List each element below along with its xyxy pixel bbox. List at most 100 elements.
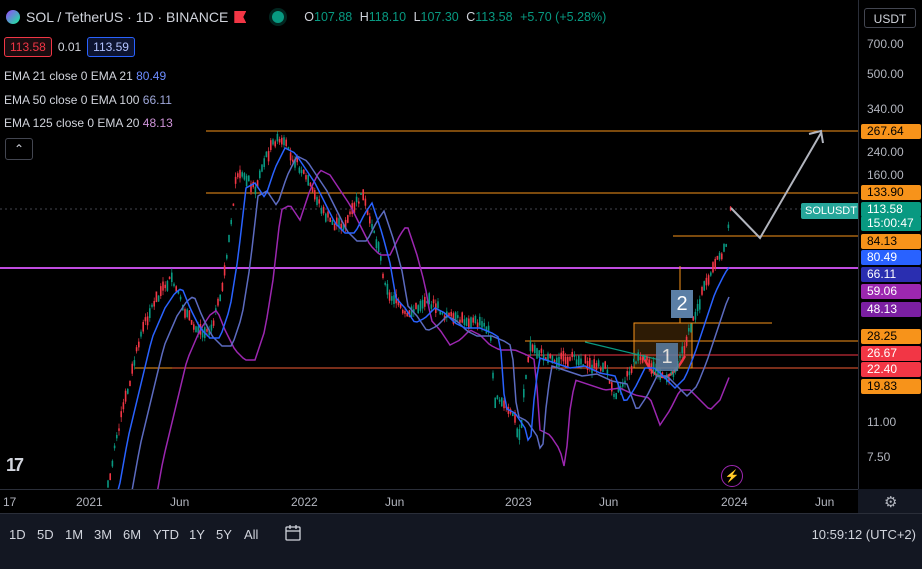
candle-body <box>243 173 246 180</box>
candle-body <box>463 319 466 325</box>
candle-body <box>602 362 604 372</box>
candle-body <box>492 372 494 379</box>
candle-body <box>371 223 373 229</box>
annotation-1[interactable]: 1 <box>656 343 678 371</box>
candle-body <box>278 139 281 143</box>
price-label: 340.00 <box>867 102 904 116</box>
candle-body <box>265 151 268 158</box>
indicator-ema21[interactable]: EMA 21 close 0 EMA 21 80.49 <box>4 69 167 83</box>
price-label: 7.50 <box>867 450 891 464</box>
projection-arrowhead <box>808 129 824 144</box>
candle-body <box>644 354 646 360</box>
bid-button[interactable]: 113.58 <box>4 37 52 57</box>
candle-body <box>575 359 578 365</box>
time-label: 2023 <box>505 495 532 509</box>
flag-icon[interactable] <box>234 11 247 23</box>
price-tag: 80.49 <box>861 250 921 265</box>
timeframe-5y[interactable]: 5Y <box>216 527 232 542</box>
candle-body <box>472 317 474 323</box>
spread-value: 0.01 <box>57 40 82 54</box>
candle-body <box>468 318 470 329</box>
candle-body <box>259 170 261 179</box>
candle-body <box>483 322 485 327</box>
candle-body <box>490 336 492 341</box>
candle-body <box>410 306 413 318</box>
candle-body <box>503 400 505 409</box>
candle-body <box>551 355 554 364</box>
candle-body <box>692 316 694 321</box>
candle-body <box>267 151 270 162</box>
candle-body <box>316 196 318 205</box>
collapse-indicators-button[interactable]: ⌃ <box>5 138 33 160</box>
candle-body <box>228 234 230 243</box>
candle-body <box>208 329 210 336</box>
candle-body <box>129 380 131 386</box>
settings-gear-icon[interactable]: ⚙ <box>884 494 898 511</box>
time-scale[interactable]: 17 2021 Jun 2022 Jun 2023 Jun 2024 Jun <box>0 489 858 513</box>
calendar-range-icon[interactable] <box>284 524 302 542</box>
candle-body <box>584 354 587 364</box>
tradingview-logo[interactable]: 17 <box>6 455 24 475</box>
candle-body <box>648 359 650 370</box>
annotation-2[interactable]: 2 <box>671 290 693 318</box>
candle-body <box>457 315 459 318</box>
timeframe-3m[interactable]: 3M <box>94 527 113 542</box>
candle-body <box>705 277 708 286</box>
candle-body <box>384 282 386 285</box>
timeframe-1m[interactable]: 1M <box>65 527 84 542</box>
candle-body <box>298 167 301 173</box>
candle-body <box>487 325 490 332</box>
timeframe-6m[interactable]: 6M <box>123 527 142 542</box>
candle-body <box>377 242 380 253</box>
symbol-title[interactable]: SOL / TetherUS · 1D · BINANCE <box>26 9 229 25</box>
candle-body <box>195 326 197 333</box>
timeframe-1d[interactable]: 1D <box>9 527 26 542</box>
candle-body <box>668 377 670 382</box>
candle-body <box>364 198 367 206</box>
candle-body <box>347 215 349 223</box>
candle-body <box>679 355 681 358</box>
ask-button[interactable]: 113.59 <box>87 37 135 57</box>
candle-body <box>613 393 615 397</box>
indicator-ema125[interactable]: EMA 125 close 0 EMA 20 48.13 <box>4 116 173 130</box>
price-scale[interactable]: 700.00 500.00 340.00 240.00 160.00 11.00… <box>858 0 922 489</box>
candle-body <box>421 299 424 309</box>
candle-body <box>476 322 479 328</box>
currency-selector[interactable]: USDT <box>864 8 916 28</box>
ema21-line <box>117 146 730 489</box>
chart-pane[interactable]: SOL / TetherUS · 1D · BINANCE O107.88 H1… <box>0 0 858 489</box>
candle-body <box>276 133 279 142</box>
candle-body <box>287 147 290 150</box>
time-label: 2024 <box>721 495 748 509</box>
projection-path[interactable] <box>730 132 822 240</box>
timeframe-ytd[interactable]: YTD <box>153 527 179 542</box>
lightning-icon[interactable]: ⚡ <box>721 465 743 487</box>
candle-body <box>688 327 690 332</box>
candle-body <box>399 303 402 308</box>
market-status-icon[interactable] <box>272 11 285 23</box>
candle-body <box>336 217 338 226</box>
ema125-line <box>157 169 730 489</box>
timeframe-all[interactable]: All <box>244 527 259 542</box>
candle-body <box>461 312 463 323</box>
candle-body <box>320 207 323 214</box>
candle-body <box>441 312 444 315</box>
candle-body <box>523 388 525 398</box>
price-tag: 48.13 <box>861 302 921 317</box>
candle-body <box>430 304 433 309</box>
solana-icon <box>6 10 20 24</box>
candle-body <box>718 252 721 260</box>
indicator-ema50[interactable]: EMA 50 close 0 EMA 100 66.11 <box>4 93 172 107</box>
timeframe-5d[interactable]: 5D <box>37 527 54 542</box>
candle-body <box>597 360 600 367</box>
candle-body <box>428 293 430 304</box>
candle-body <box>221 282 224 291</box>
clock-timezone[interactable]: 10:59:12 (UTC+2) <box>811 527 916 542</box>
candle-body <box>538 350 540 358</box>
timeframe-1y[interactable]: 1Y <box>189 527 205 542</box>
candle-body <box>635 361 637 364</box>
candle-body <box>157 295 160 302</box>
candle-body <box>578 355 580 366</box>
candle-body <box>404 310 406 314</box>
candle-body <box>164 284 166 289</box>
